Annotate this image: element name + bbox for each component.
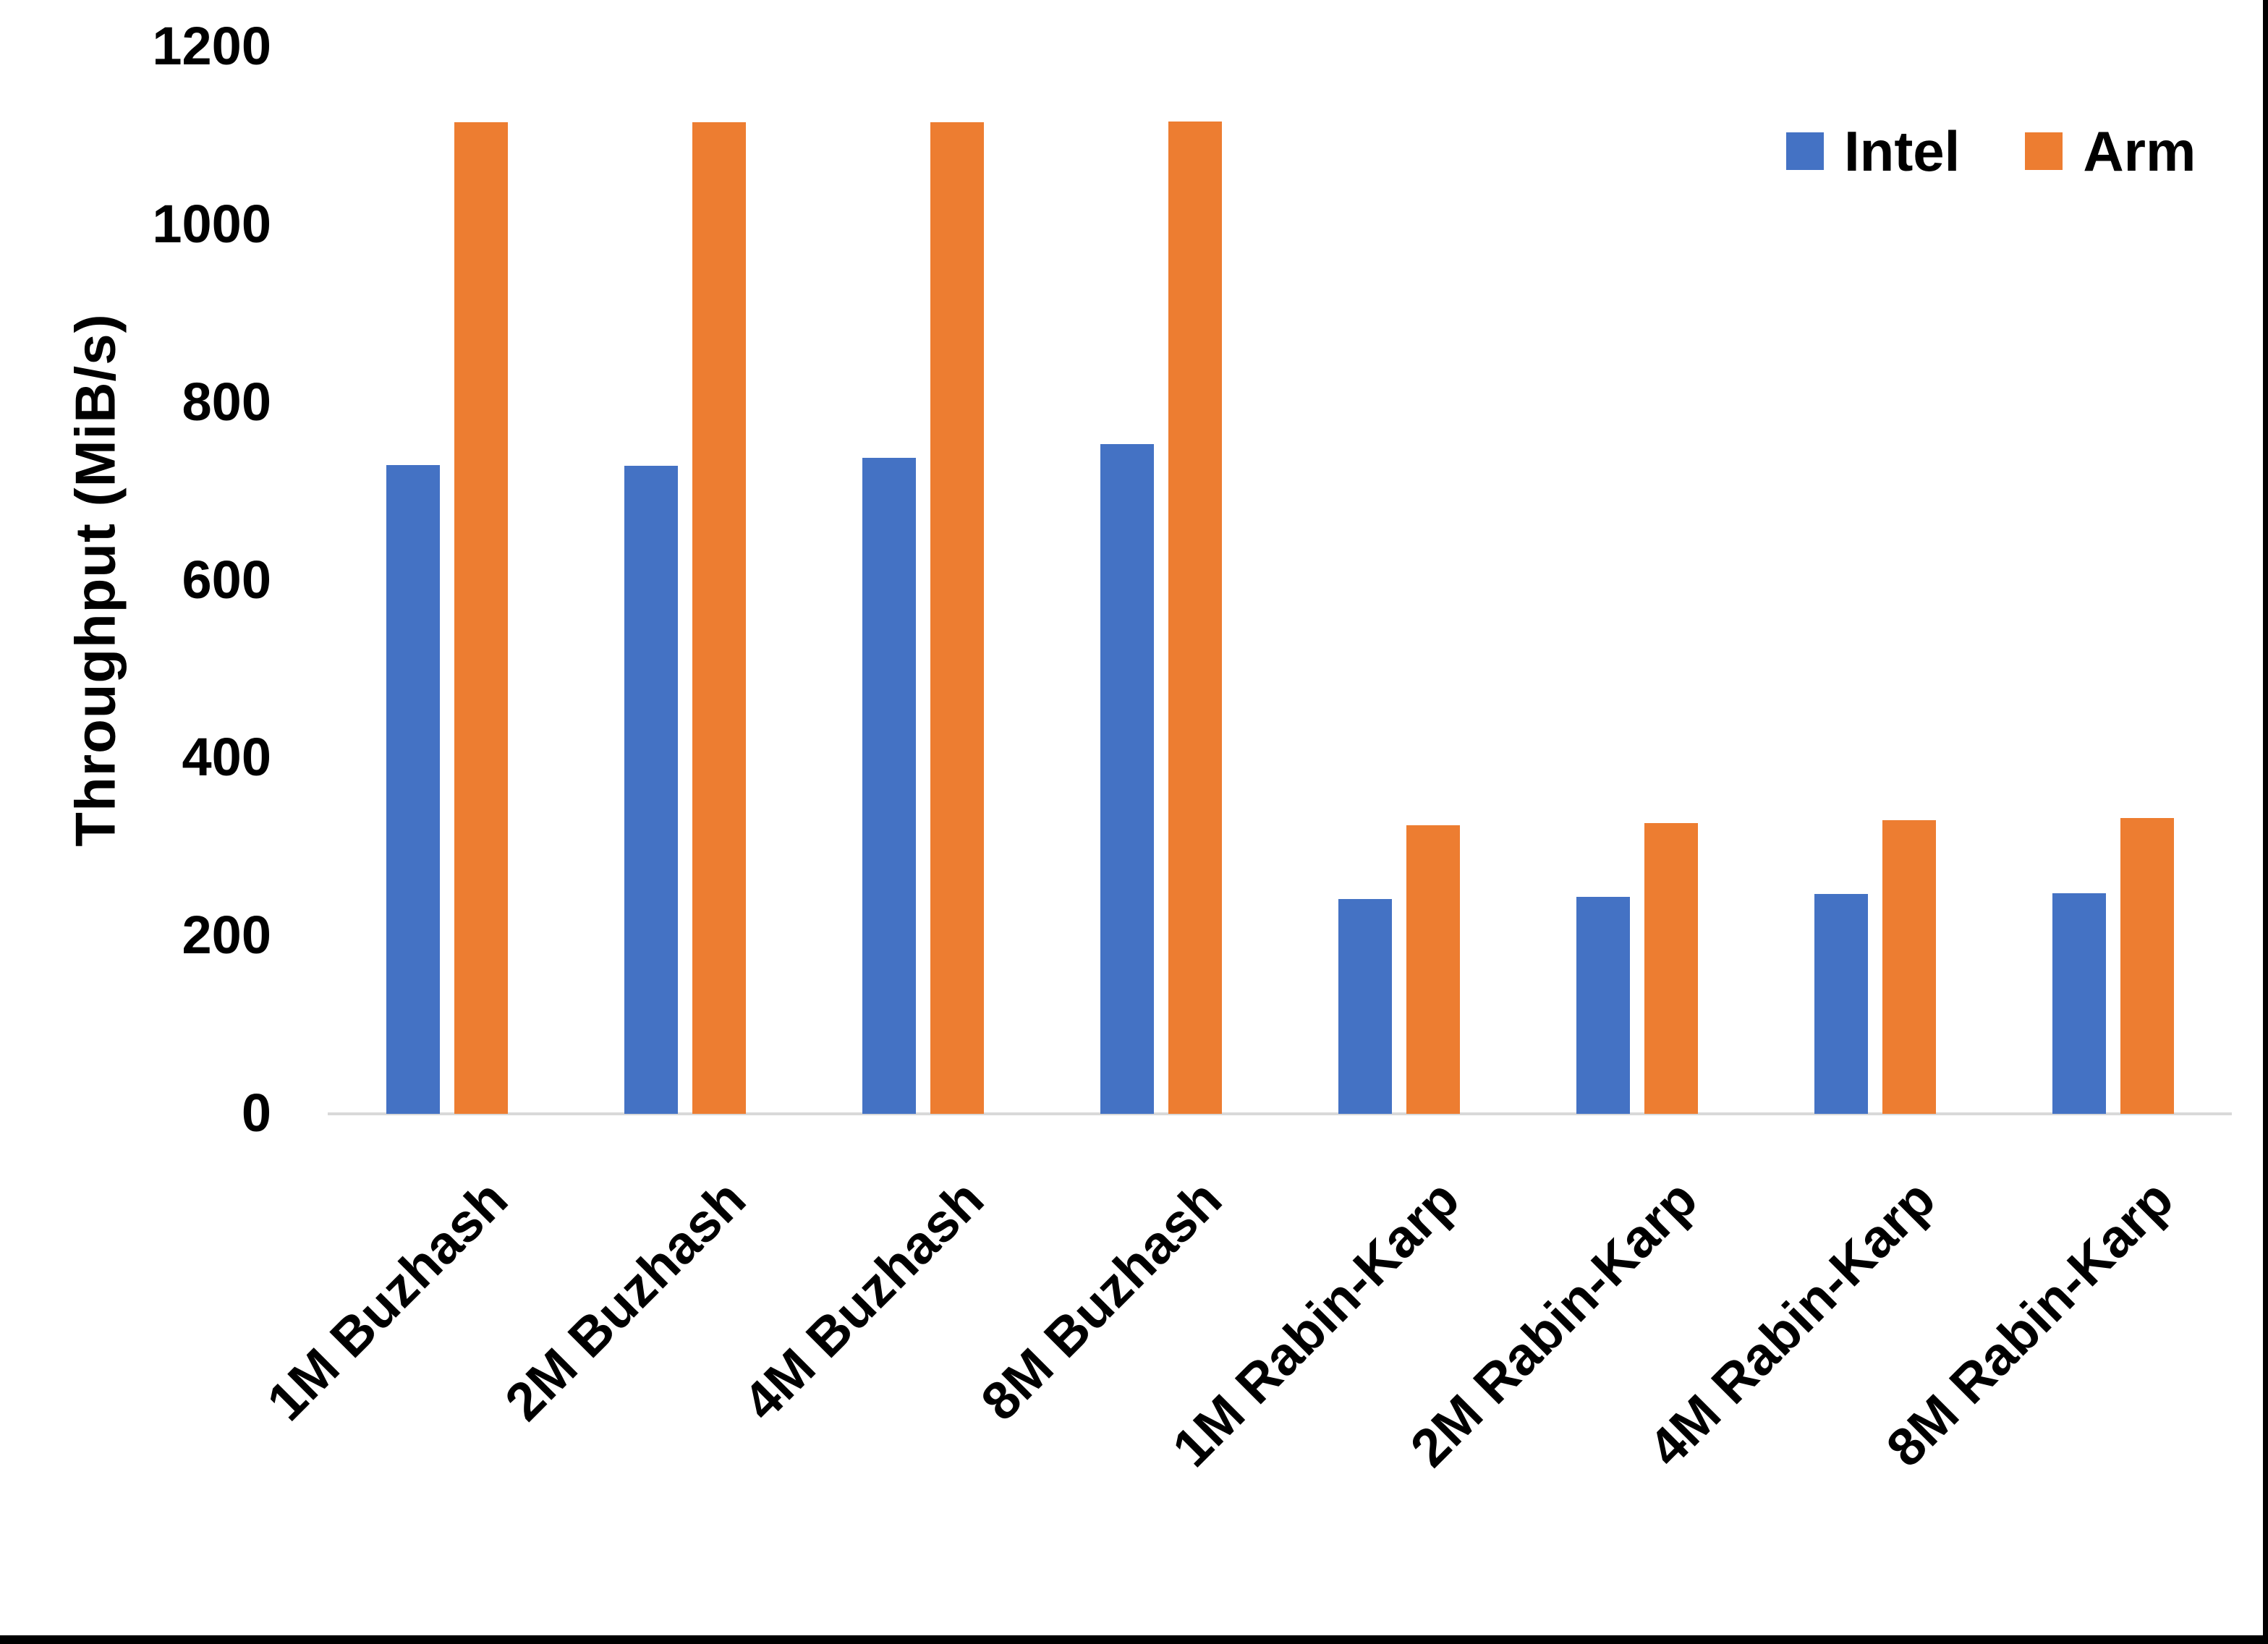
y-tick-label: 200 bbox=[182, 904, 271, 965]
y-tick-label: 800 bbox=[182, 371, 271, 432]
window-edge-bottom bbox=[0, 1635, 2268, 1644]
legend-swatch-intel bbox=[1786, 132, 1824, 170]
y-tick-label: 0 bbox=[241, 1082, 271, 1143]
bar-intel-4 bbox=[1338, 898, 1392, 1114]
legend-label-arm: Arm bbox=[2083, 119, 2196, 183]
bar-intel-2 bbox=[862, 457, 916, 1114]
y-tick-label: 600 bbox=[182, 549, 271, 610]
x-category-label: 4M Buzhash bbox=[731, 1168, 995, 1432]
bar-arm-4 bbox=[1406, 825, 1460, 1114]
y-tick-label: 1000 bbox=[152, 193, 271, 254]
x-axis-line bbox=[328, 1112, 2232, 1115]
bar-intel-0 bbox=[386, 464, 440, 1114]
y-tick-label: 1200 bbox=[152, 15, 271, 76]
legend-item-arm: Arm bbox=[2025, 123, 2196, 179]
legend-label-intel: Intel bbox=[1844, 119, 1961, 183]
legend: Intel Arm bbox=[1786, 123, 2196, 179]
bar-intel-1 bbox=[624, 465, 678, 1114]
x-category-label: 8M Buzhash bbox=[969, 1168, 1233, 1432]
bar-arm-1 bbox=[692, 122, 746, 1114]
bar-arm-6 bbox=[1882, 820, 1936, 1114]
bar-arm-3 bbox=[1168, 122, 1222, 1114]
window-edge-right bbox=[2263, 0, 2268, 1644]
bar-intel-7 bbox=[2052, 893, 2106, 1114]
bar-arm-7 bbox=[2120, 817, 2174, 1114]
bar-arm-2 bbox=[930, 122, 984, 1114]
bar-arm-5 bbox=[1644, 823, 1698, 1114]
y-axis-title: Throughput (MiB/s) bbox=[63, 313, 127, 847]
legend-swatch-arm bbox=[2025, 132, 2063, 170]
legend-item-intel: Intel bbox=[1786, 123, 1960, 179]
bar-arm-0 bbox=[454, 122, 508, 1114]
bar-intel-6 bbox=[1814, 894, 1868, 1114]
x-category-label: 1M Buzhash bbox=[255, 1168, 519, 1432]
bar-intel-3 bbox=[1100, 444, 1154, 1114]
bar-intel-5 bbox=[1576, 897, 1630, 1114]
y-tick-label: 400 bbox=[182, 727, 271, 788]
x-category-label: 2M Buzhash bbox=[493, 1168, 757, 1432]
